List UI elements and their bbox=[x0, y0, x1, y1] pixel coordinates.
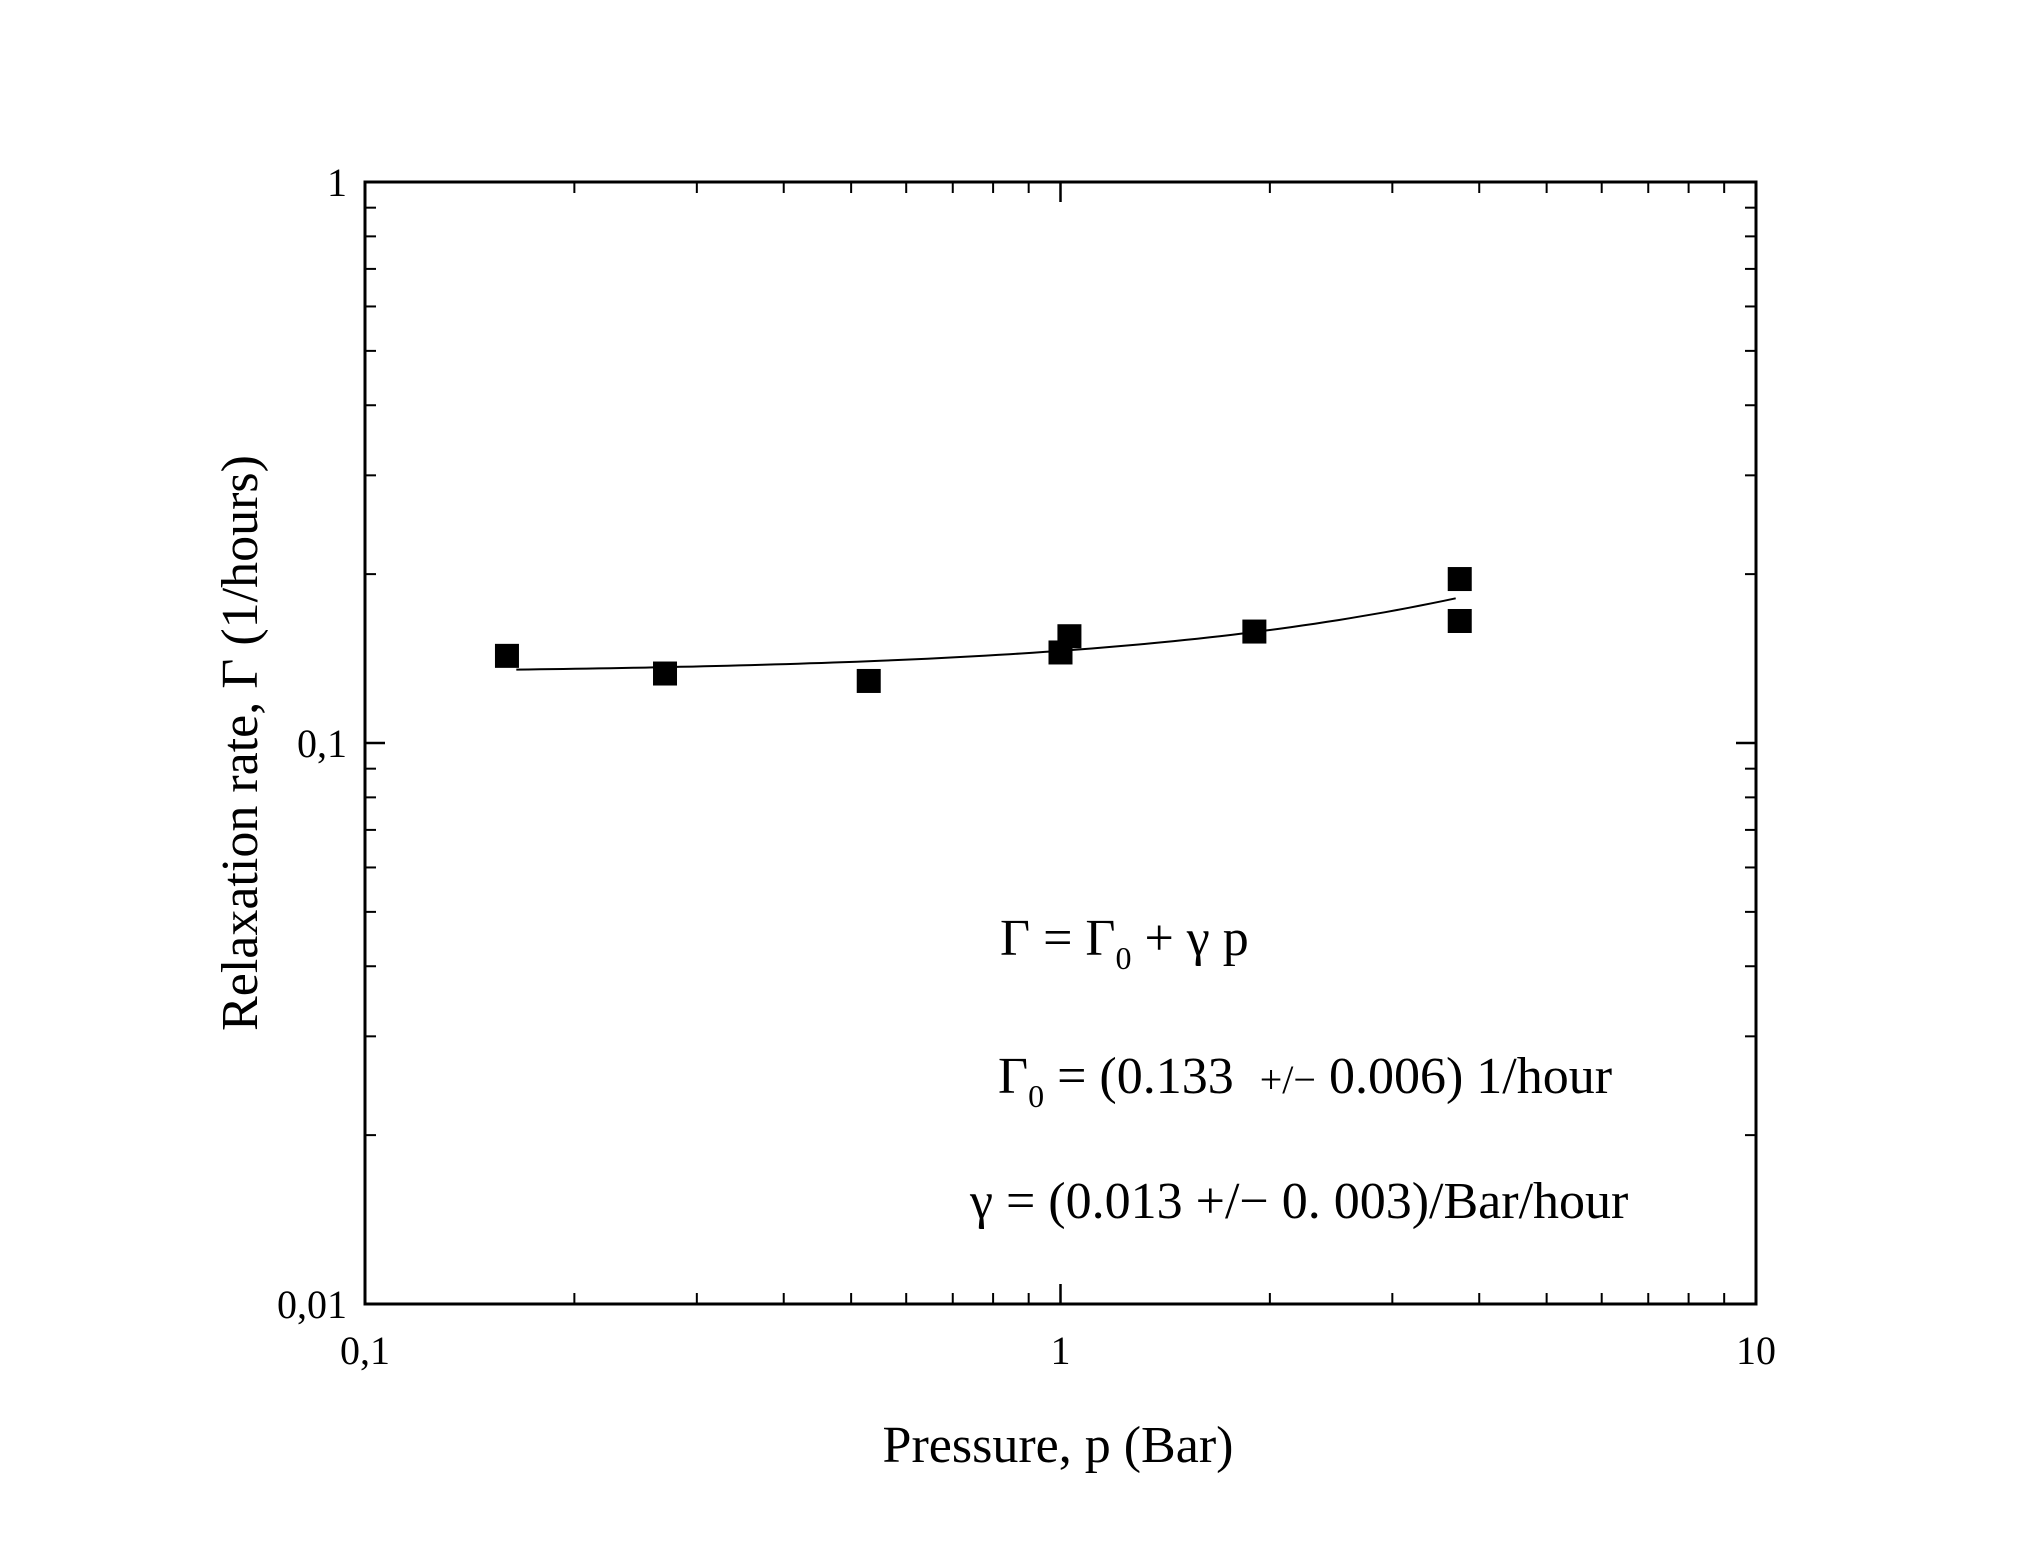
data-point-5 bbox=[1242, 619, 1267, 644]
annotation-gamma0: Γ0 = (0.133 +/− 0.006) 1/hour bbox=[998, 1048, 1612, 1114]
annotation-model-main: Γ = Γ bbox=[1000, 910, 1115, 967]
major-ticks bbox=[363, 180, 1758, 1306]
svg-text:Γ0 = (0.133 +/− 0.006) 1/hour: Γ0 = (0.133 +/− 0.006) 1/hour bbox=[998, 1048, 1612, 1114]
data-point-1 bbox=[653, 661, 678, 686]
data-point-7 bbox=[1447, 608, 1472, 633]
data-point-2 bbox=[856, 668, 881, 693]
y-tick-label: 1 bbox=[327, 160, 347, 205]
plot-frame bbox=[363, 180, 1758, 1306]
annotation-gamma: γ = (0.013 +/− 0. 003)/Bar/hour bbox=[969, 1173, 1628, 1230]
annotation-model-sub: 0 bbox=[1115, 940, 1131, 976]
fit-line bbox=[516, 597, 1456, 671]
x-tick-label: 10 bbox=[1736, 1328, 1776, 1373]
x-tick-labels: 0,1 1 10 bbox=[340, 1328, 1776, 1373]
x-axis-title: Pressure, p (Bar) bbox=[883, 1417, 1234, 1474]
annotation-gamma0-main: Γ bbox=[998, 1048, 1028, 1105]
data-points bbox=[494, 567, 1472, 693]
annotation-gamma0-rest-a: = (0.133 bbox=[1044, 1048, 1260, 1105]
minor-ticks bbox=[365, 182, 1756, 1304]
data-point-4 bbox=[1057, 624, 1082, 649]
x-tick-label: 1 bbox=[1051, 1328, 1071, 1373]
annotation-gamma0-pm: +/− bbox=[1260, 1057, 1316, 1102]
y-tick-labels: 0,01 0,1 1 bbox=[277, 160, 347, 1327]
x-tick-label: 0,1 bbox=[340, 1328, 390, 1373]
data-point-6 bbox=[1447, 567, 1472, 592]
svg-text:Γ = Γ0 + γ p: Γ = Γ0 + γ p bbox=[1000, 910, 1249, 976]
annotation-gamma0-sub: 0 bbox=[1028, 1078, 1044, 1114]
y-tick-label: 0,01 bbox=[277, 1282, 347, 1327]
annotation-model: Γ = Γ0 + γ p bbox=[1000, 910, 1249, 976]
annotation-gamma0-rest-b: 0.006) 1/hour bbox=[1316, 1048, 1612, 1105]
data-point-0 bbox=[494, 643, 519, 668]
y-axis-title: Relaxation rate, Γ (1/hours) bbox=[212, 455, 269, 1031]
y-tick-label: 0,1 bbox=[297, 721, 347, 766]
annotation-model-rest: + γ p bbox=[1131, 910, 1248, 967]
